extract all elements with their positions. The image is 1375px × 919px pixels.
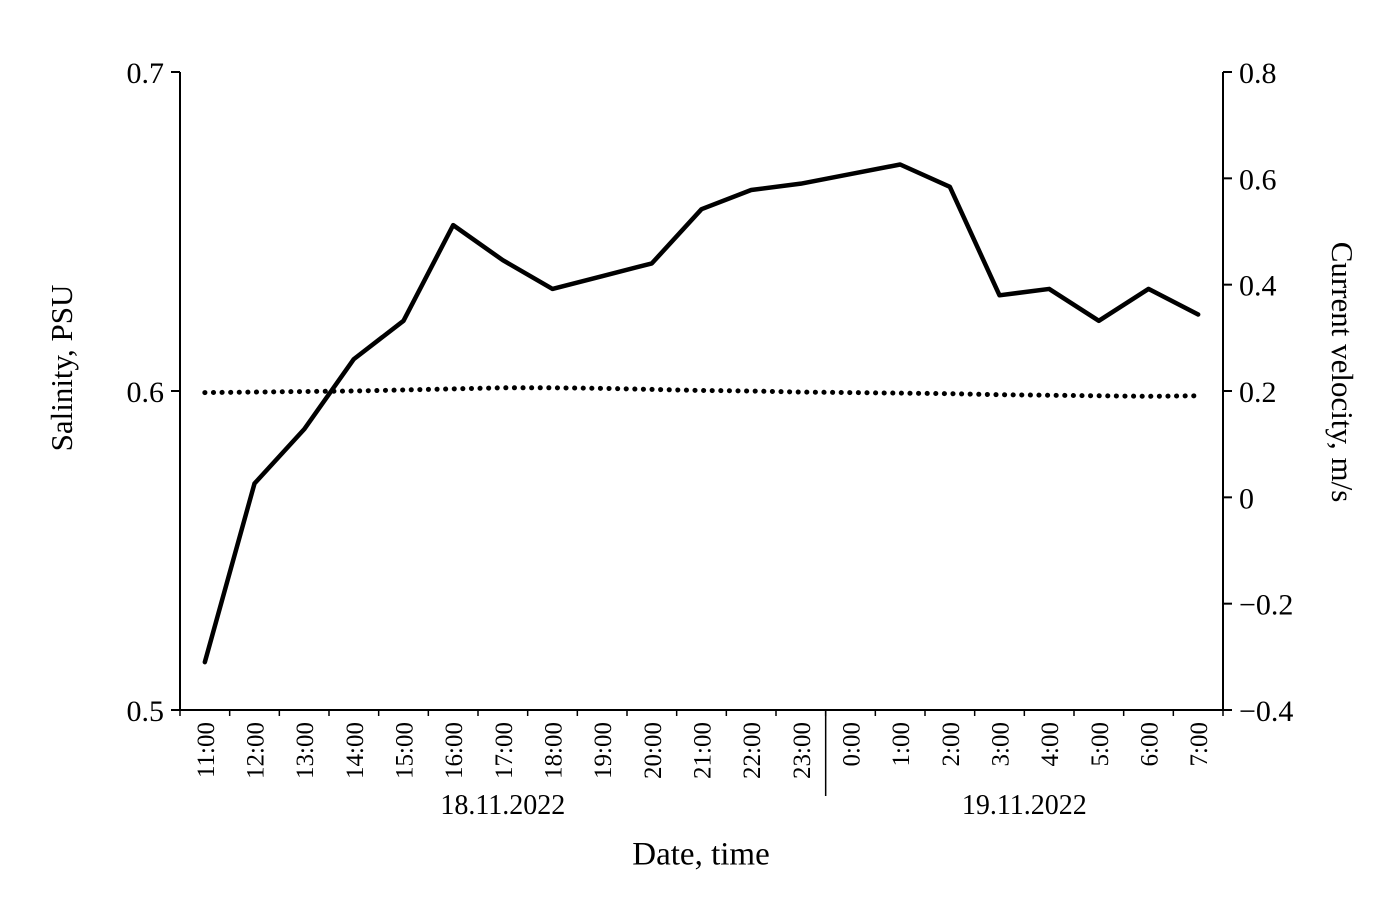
x-tick-label: 16:00 xyxy=(441,722,468,779)
x-tick-label: 5:00 xyxy=(1087,722,1114,766)
right-axis-tick-label: 0.2 xyxy=(1239,376,1277,409)
right-axis-tick-label: −0.2 xyxy=(1239,589,1293,622)
x-tick-label: 23:00 xyxy=(789,722,816,779)
x-tick-label: 20:00 xyxy=(640,722,667,779)
date-group-label: 18.11.2022 xyxy=(440,790,565,821)
x-tick-label: 19:00 xyxy=(590,722,617,779)
x-tick-label: 13:00 xyxy=(292,722,319,779)
x-tick-label: 0:00 xyxy=(839,722,866,766)
x-tick-label: 1:00 xyxy=(888,722,915,766)
right-axis-tick-label: −0.4 xyxy=(1239,695,1293,728)
right-axis-title: Current velocity, m/s xyxy=(1325,241,1360,503)
x-tick-label: 12:00 xyxy=(243,722,270,779)
right-axis-tick-label: 0 xyxy=(1239,482,1254,515)
right-axis-tick-label: 0.8 xyxy=(1239,57,1277,90)
x-axis-title: Date, time xyxy=(632,836,770,873)
left-axis-tick-label: 0.6 xyxy=(127,376,165,409)
x-tick-label: 21:00 xyxy=(690,722,717,779)
x-tick-label: 3:00 xyxy=(988,722,1015,766)
x-tick-label: 17:00 xyxy=(491,722,518,779)
date-group-label: 19.11.2022 xyxy=(962,790,1087,821)
velocity-dotted-line xyxy=(202,385,1201,399)
right-axis-tick-label: 0.4 xyxy=(1239,270,1277,303)
x-tick-label: 7:00 xyxy=(1186,722,1213,766)
x-tick-label: 22:00 xyxy=(739,722,766,779)
x-tick-label: 15:00 xyxy=(392,722,419,779)
x-tick-label: 14:00 xyxy=(342,722,369,779)
x-tick-label: 11:00 xyxy=(193,722,220,778)
x-tick-label: 18:00 xyxy=(541,722,568,779)
x-tick-label: 6:00 xyxy=(1137,722,1164,766)
left-axis-tick-label: 0.5 xyxy=(127,695,165,728)
right-axis-tick-label: 0.6 xyxy=(1239,163,1277,196)
salinity-line xyxy=(202,162,1201,665)
x-tick-label: 2:00 xyxy=(938,722,965,766)
left-axis-tick-label: 0.7 xyxy=(127,57,165,90)
x-tick-label: 4:00 xyxy=(1037,722,1064,766)
left-axis-title: Salinity, PSU xyxy=(44,284,79,452)
